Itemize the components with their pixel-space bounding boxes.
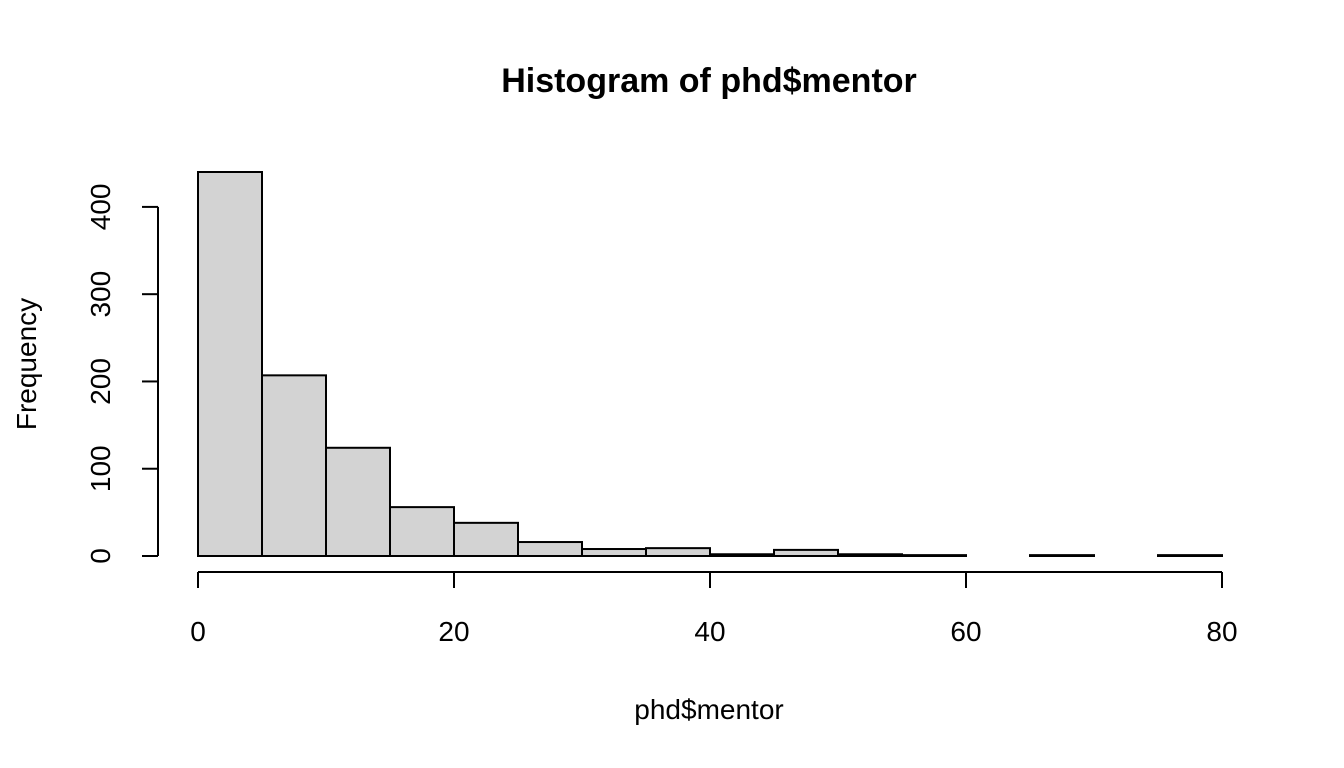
x-tick-label: 40	[694, 616, 725, 647]
x-axis: 0 20 40 60 80	[190, 571, 1238, 647]
y-axis-label: Frequency	[11, 298, 42, 430]
histogram-bar	[773, 548, 839, 558]
y-tick-label: 0	[85, 548, 116, 564]
chart-title: Histogram of phd$mentor	[501, 62, 917, 100]
x-tick-label: 80	[1206, 616, 1237, 647]
histogram-bar	[197, 171, 263, 557]
histogram-bar	[325, 446, 391, 558]
y-tick-label: 100	[85, 445, 116, 492]
histogram-bar	[1029, 554, 1095, 557]
histogram-bar	[709, 553, 775, 557]
histogram-bar	[389, 506, 455, 557]
y-axis: 0 100 200 300 400	[85, 184, 159, 564]
histogram-bar	[453, 521, 519, 557]
histogram-bar	[645, 547, 711, 557]
histogram-bar	[1157, 554, 1223, 557]
histogram-bar	[901, 554, 967, 557]
y-tick-label: 400	[85, 184, 116, 231]
histogram-bar	[581, 548, 647, 558]
histogram-bars	[197, 171, 1223, 558]
histogram-bar	[261, 374, 327, 557]
y-tick-label: 200	[85, 358, 116, 405]
x-tick-label: 20	[438, 616, 469, 647]
y-tick-label: 300	[85, 271, 116, 318]
x-axis-label: phd$mentor	[634, 694, 783, 725]
histogram-bar	[837, 553, 903, 557]
histogram-bar	[517, 541, 583, 558]
x-tick-label: 0	[190, 616, 206, 647]
x-tick-label: 60	[950, 616, 981, 647]
